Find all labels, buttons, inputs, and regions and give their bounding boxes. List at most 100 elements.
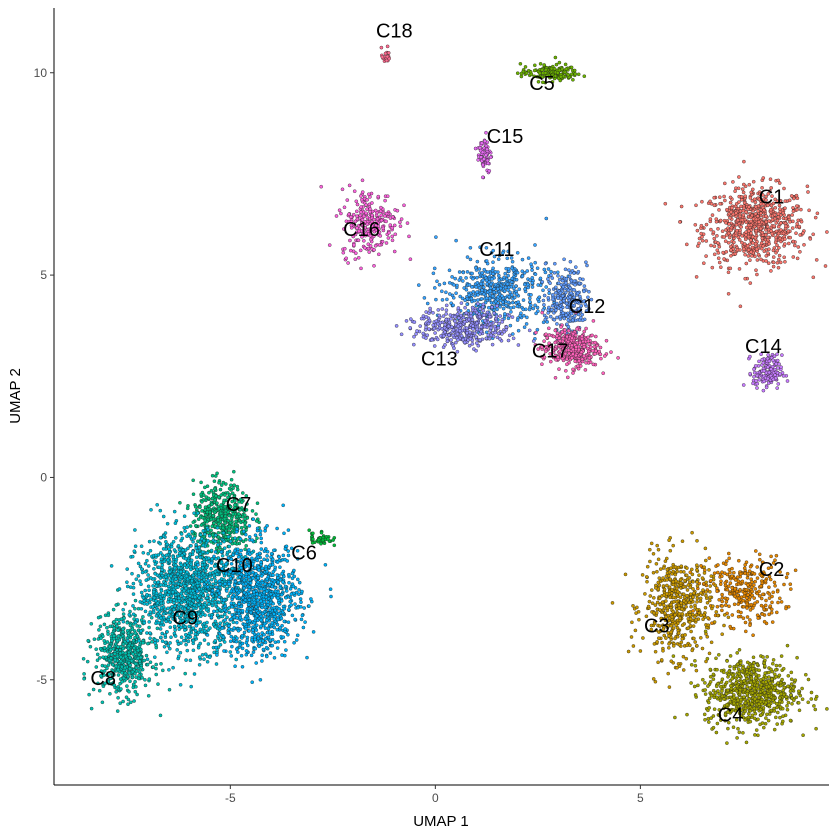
data-point (662, 587, 667, 592)
data-point (147, 625, 151, 630)
data-point (720, 596, 725, 600)
data-point (787, 241, 791, 246)
data-point (695, 228, 700, 233)
data-point (197, 603, 201, 607)
data-point (756, 717, 760, 722)
data-point (685, 566, 689, 570)
data-point (741, 213, 746, 217)
data-point (736, 218, 740, 223)
data-point (756, 209, 760, 213)
data-point (85, 659, 90, 664)
data-point (163, 633, 167, 637)
data-point (798, 693, 803, 698)
data-point (720, 570, 724, 574)
data-point (205, 551, 210, 555)
data-point (740, 684, 745, 689)
data-point (782, 582, 786, 587)
data-point (154, 666, 158, 671)
data-point (204, 608, 209, 612)
data-point (726, 292, 731, 296)
data-point (737, 648, 742, 652)
data-point (764, 220, 769, 224)
data-point (188, 658, 193, 663)
data-point (764, 240, 769, 245)
data-point (753, 200, 758, 205)
data-point (131, 592, 136, 596)
data-point (174, 577, 178, 581)
data-point (210, 473, 215, 478)
data-point (195, 560, 200, 564)
data-point (331, 538, 335, 542)
data-point (765, 712, 769, 717)
data-point (332, 543, 337, 548)
data-point (766, 684, 771, 689)
data-point (160, 631, 164, 636)
data-point (716, 241, 720, 245)
data-point (752, 686, 756, 691)
data-point (189, 601, 194, 606)
data-point (137, 639, 141, 643)
data-point (221, 480, 226, 485)
data-point (147, 620, 151, 624)
data-point (708, 667, 713, 672)
data-point (724, 562, 728, 567)
data-point (123, 651, 128, 656)
data-point (195, 581, 200, 585)
data-point (763, 721, 768, 726)
data-point (732, 602, 737, 607)
data-point (762, 607, 766, 612)
data-point (643, 592, 647, 596)
data-point (282, 574, 286, 579)
data-point (176, 544, 181, 548)
data-point (719, 684, 723, 689)
data-point (746, 248, 751, 252)
data-point (197, 663, 202, 667)
data-point (764, 254, 769, 258)
data-point (130, 571, 134, 576)
data-point (573, 72, 578, 76)
data-point (754, 676, 758, 681)
data-point (777, 253, 782, 258)
data-point (663, 201, 668, 206)
data-point (778, 596, 782, 601)
data-point (685, 593, 689, 598)
data-point (758, 226, 763, 231)
data-point (110, 638, 114, 643)
data-point (217, 481, 221, 485)
data-point (723, 198, 727, 203)
data-point (695, 539, 699, 543)
data-point (662, 603, 666, 607)
data-point (667, 585, 672, 589)
data-point (96, 615, 101, 620)
data-point (116, 696, 120, 700)
data-point (749, 231, 753, 236)
data-point (716, 251, 721, 255)
data-point (185, 648, 190, 653)
data-point (232, 469, 236, 474)
data-point (131, 581, 136, 586)
data-point (148, 660, 153, 664)
data-point (235, 484, 240, 489)
data-point (161, 612, 166, 616)
data-point (666, 605, 670, 610)
data-point (146, 564, 151, 568)
data-point (321, 538, 325, 543)
data-point (102, 622, 107, 627)
data-point (89, 706, 94, 711)
data-point (702, 712, 707, 717)
data-point (740, 240, 744, 245)
data-point (134, 577, 139, 581)
data-point (741, 598, 746, 603)
data-point (805, 184, 810, 189)
data-point (669, 624, 674, 628)
data-point (680, 623, 685, 627)
data-point (155, 601, 160, 605)
data-point (123, 602, 127, 606)
data-point (718, 582, 723, 586)
data-point (687, 576, 692, 580)
data-point (158, 713, 163, 718)
data-point (98, 624, 103, 629)
data-point (703, 718, 707, 722)
data-point (771, 590, 775, 595)
data-point (673, 613, 677, 617)
